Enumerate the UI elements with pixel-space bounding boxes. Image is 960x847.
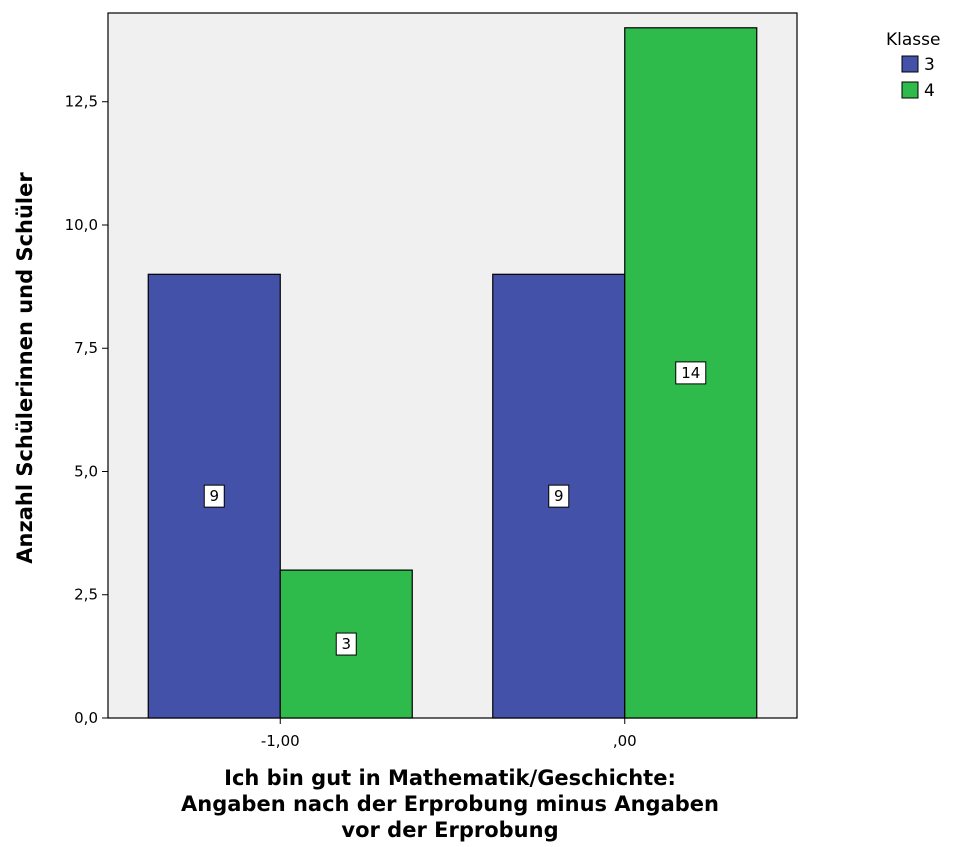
data-label-series-4-2: 14	[675, 361, 707, 385]
legend-label-series-1: 3	[924, 55, 935, 75]
data-label-series-3-2: 9	[548, 484, 570, 508]
y-tick-label: 0,0	[74, 709, 98, 727]
x-axis-title-line-2: Angaben nach der Erprobung minus Angaben	[181, 792, 719, 816]
data-label-text: 14	[681, 364, 700, 382]
y-tick-label: 12,5	[65, 93, 98, 111]
data-label-box	[675, 361, 707, 385]
data-label-series-4-1: 3	[335, 632, 357, 656]
data-label-series-3-1: 9	[203, 484, 225, 508]
legend: Klasse 3 4	[886, 30, 940, 101]
data-label-box	[203, 484, 225, 508]
bars-group	[147, 27, 758, 719]
data-label-box	[548, 484, 570, 508]
legend-swatch-series-2	[901, 81, 919, 99]
legend-label-series-2: 4	[924, 81, 935, 101]
y-axis: 0,0 2,5 5,0 7,5 10,0 12,5	[65, 93, 108, 727]
data-label-text: 3	[341, 635, 351, 653]
x-tick-label: ,00	[613, 732, 637, 750]
y-tick-label: 7,5	[74, 339, 98, 357]
legend-title: Klasse	[886, 30, 940, 50]
data-label-text: 9	[209, 487, 219, 505]
data-labels-group: 9 3 9 14	[203, 361, 707, 656]
x-axis: -1,00 ,00	[261, 718, 637, 750]
x-axis-title-line-1: Ich bin gut in Mathematik/Geschichte:	[224, 766, 676, 790]
y-tick-label: 10,0	[65, 216, 98, 234]
legend-swatch-series-1	[901, 55, 919, 73]
x-axis-title-line-3: vor der Erprobung	[341, 818, 558, 842]
data-label-text: 9	[554, 487, 564, 505]
data-label-box	[335, 632, 357, 656]
y-tick-label: 2,5	[74, 586, 98, 604]
x-tick-label: -1,00	[261, 732, 300, 750]
y-tick-label: 5,0	[74, 462, 98, 480]
y-axis-title: Anzahl Schülerinnen und Schüler	[13, 172, 37, 564]
